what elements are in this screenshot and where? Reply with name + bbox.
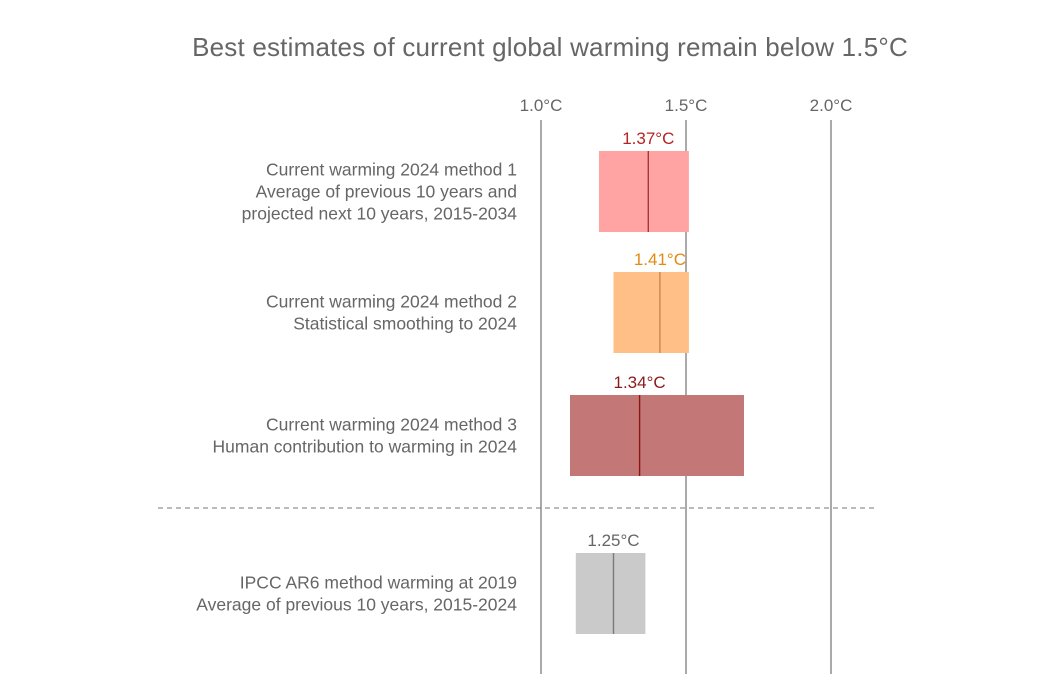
- x-tick-label: 1.5°C: [665, 96, 708, 115]
- range-bar: [599, 151, 689, 232]
- row-label: Current warming 2024 method 3: [266, 415, 517, 435]
- row-label: projected next 10 years, 2015-2034: [242, 204, 518, 224]
- row-label: Current warming 2024 method 2: [266, 292, 517, 312]
- best-estimate-label: 1.34°C: [614, 373, 666, 392]
- range-bar: [575, 553, 646, 634]
- row-label: IPCC AR6 method warming at 2019: [240, 573, 517, 593]
- row-label: Human contribution to warming in 2024: [213, 437, 518, 457]
- x-tick-label: 2.0°C: [810, 96, 853, 115]
- x-tick-label: 1.0°C: [520, 96, 563, 115]
- row-label: Current warming 2024 method 1: [266, 160, 517, 180]
- range-bar: [613, 272, 689, 353]
- best-estimate-label: 1.37°C: [622, 129, 674, 148]
- range-bar: [570, 395, 744, 476]
- row-label: Average of previous 10 years and: [256, 182, 517, 202]
- row-label: Average of previous 10 years, 2015-2024: [196, 595, 517, 615]
- best-estimate-label: 1.25°C: [587, 531, 639, 550]
- best-estimate-label: 1.41°C: [634, 250, 686, 269]
- chart-title: Best estimates of current global warming…: [192, 32, 908, 62]
- row-label: Statistical smoothing to 2024: [293, 314, 517, 334]
